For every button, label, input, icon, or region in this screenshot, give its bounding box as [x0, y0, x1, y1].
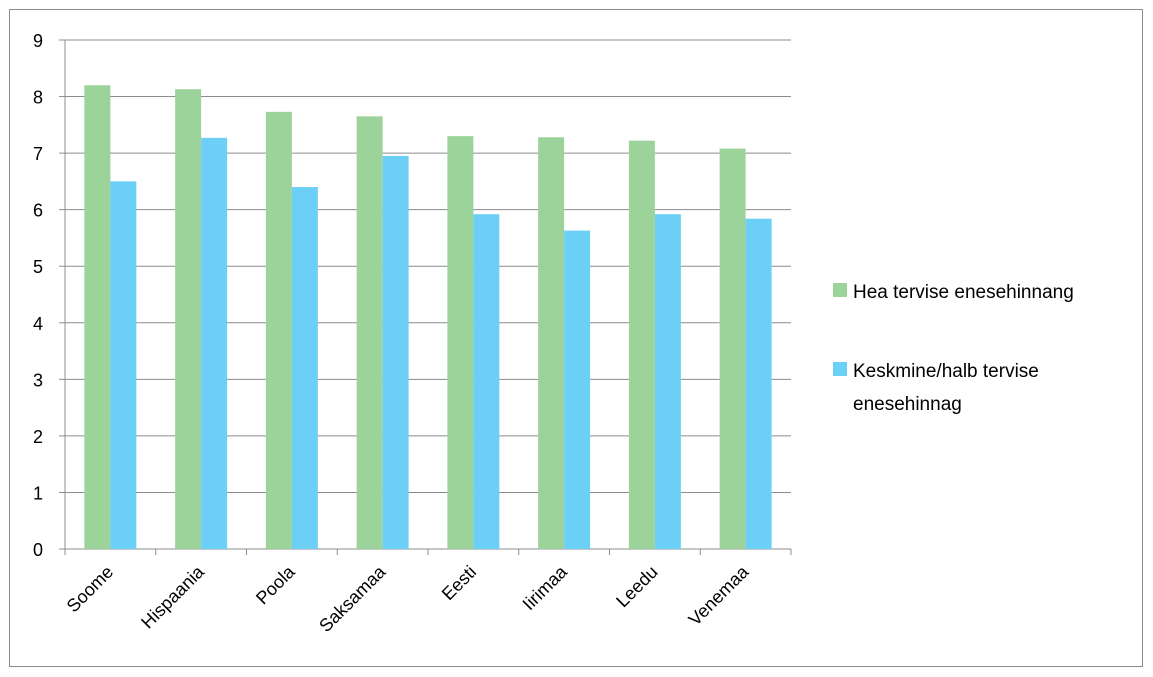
- y-tick-label: 9: [33, 31, 43, 51]
- y-tick-label: 3: [33, 370, 43, 390]
- x-tick-label: Leedu: [612, 562, 662, 612]
- axes: [59, 39, 792, 555]
- y-tick-label: 6: [33, 201, 43, 221]
- bar-average-bad-eesti: [473, 214, 500, 550]
- bar-good-leedu: [628, 140, 655, 549]
- bar-average-bad-venemaa: [745, 218, 772, 549]
- y-tick-label: 4: [33, 314, 43, 334]
- legend-swatch: [833, 362, 847, 376]
- y-tick-labels: 0 1 2 3 4 5 6 7 8 9: [33, 31, 43, 560]
- y-tick-label: 7: [33, 144, 43, 164]
- x-tick-label: Venemaa: [685, 561, 754, 630]
- legend-swatch: [833, 283, 847, 297]
- x-tick-label: Eesti: [438, 562, 480, 604]
- y-tick-label: 0: [33, 540, 43, 560]
- y-tick-label: 1: [33, 483, 43, 503]
- bar-good-soome: [84, 85, 111, 549]
- bar-average-bad-soome: [110, 181, 137, 549]
- x-tick-label: Poola: [252, 561, 299, 608]
- x-tick-labels: Soome Hispaania Poola Saksamaa Eesti Iirimaa L…: [63, 561, 753, 636]
- bar-good-saksamaa: [356, 116, 383, 549]
- gridlines: [65, 39, 791, 493]
- legend: Hea tervise enesehinnang Keskmine/halb te…: [833, 282, 1074, 415]
- bar-average-bad-poola: [291, 187, 318, 550]
- legend-label: enesehinnag: [853, 394, 962, 415]
- bar-average-bad-saksamaa: [382, 155, 409, 549]
- legend-label: Hea tervise enesehinnang: [853, 282, 1074, 303]
- y-tick-label: 2: [33, 427, 43, 447]
- x-tick-label: Soome: [63, 562, 117, 616]
- legend-label: Keskmine/halb tervise: [853, 361, 1039, 382]
- bar-good-iirimaa: [538, 137, 565, 549]
- bar-good-hispaania: [175, 89, 202, 549]
- x-tick-label: Iirimaa: [519, 561, 572, 614]
- bar-good-venemaa: [719, 148, 746, 549]
- bar-good-poola: [265, 111, 292, 549]
- x-tick-label: Hispaania: [137, 561, 208, 632]
- bar-average-bad-leedu: [654, 214, 681, 550]
- bar-average-bad-iirimaa: [564, 230, 591, 549]
- bar-good-eesti: [447, 136, 474, 549]
- y-tick-label: 5: [33, 257, 43, 277]
- bars: [84, 85, 772, 550]
- x-tick-label: Saksamaa: [315, 561, 390, 636]
- bar-average-bad-hispaania: [201, 137, 228, 549]
- y-tick-label: 8: [33, 88, 43, 108]
